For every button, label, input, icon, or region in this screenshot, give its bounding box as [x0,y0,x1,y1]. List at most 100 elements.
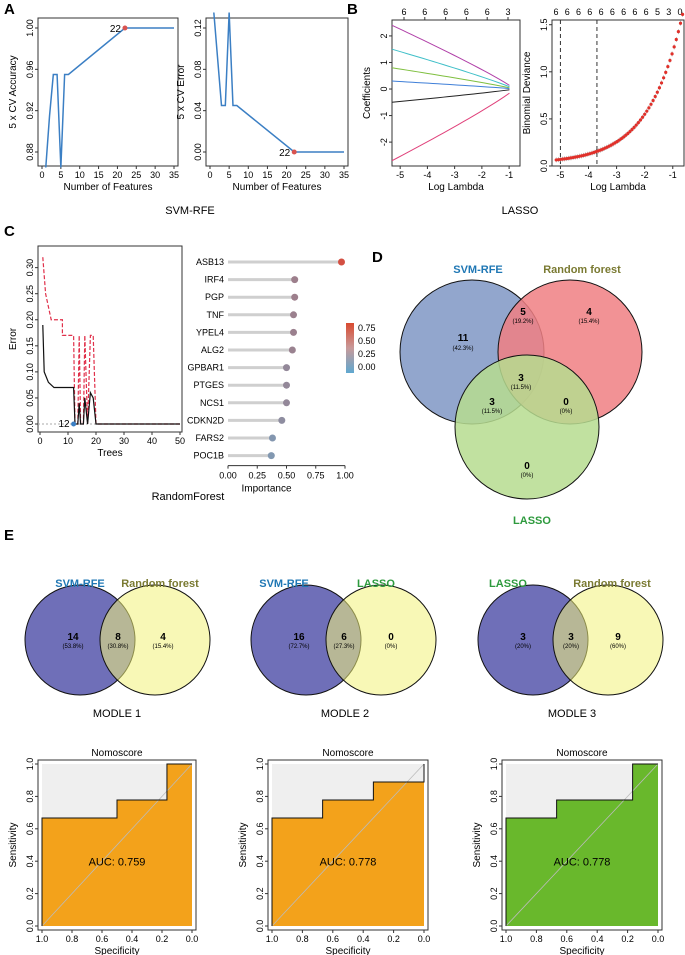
importance-dot [283,381,290,389]
x-tick-label: 0.6 [561,934,574,944]
x-tick-label: 0.00 [219,471,237,481]
top-tick-label: 6 [632,7,637,17]
y-axis-label: Sensitivity [8,822,19,867]
venn-label-left: SVM-RFE [259,578,309,590]
y-tick-label: 0.25 [25,285,35,303]
importance-color-legend [346,323,354,373]
importance-dot [291,276,299,284]
feature-label: CDKN2D [187,415,225,425]
svm-error-plot: 0 5 10 15 20 25 30 35 0.00 0.04 0.08 0.12 Number of … [176,12,349,193]
panel-label-e: E [4,527,14,544]
x-tick-label: 0 [207,170,212,180]
venn-pct: (0%) [385,644,398,650]
x-tick-label: -1 [669,170,677,180]
panel-label-b: B [347,1,358,18]
optimal-point [291,149,297,155]
venn-pct: (53.8%) [62,644,83,650]
y-tick-label: 0.0 [489,920,499,933]
top-tick-label: 6 [587,7,592,17]
x-axis-label: Log Lambda [590,182,646,193]
y-tick-label: 0.2 [489,887,499,900]
x-tick-label: -1 [505,170,513,180]
venn-pct: (19.2%) [512,319,533,325]
venn-count: 3 [518,373,524,384]
deviance-point [653,94,657,99]
y-axis-label: 5 x CV Error [176,64,187,120]
feature-label: PTGES [193,380,224,390]
feature-label: NCS1 [200,398,224,408]
feature-label: YPEL4 [196,327,224,337]
x-tick-label: -5 [556,170,564,180]
x-tick-label: 0.8 [296,934,309,944]
feature-label: FARS2 [195,433,224,443]
venn-count: 3 [520,632,526,643]
deviance-point [655,90,659,94]
feature-label: ASB13 [196,257,224,267]
deviance-point [628,129,632,134]
coefficient-path [391,92,510,162]
deviance-point [657,86,662,90]
auc-label: AUC: 0.778 [320,856,377,868]
top-tick-label: 0 [677,7,682,17]
y-tick-label: 0.0 [255,920,265,933]
x-tick-label: 0.0 [418,934,431,944]
venn-label-right: Random forest [121,578,199,590]
y-tick-label: 0.10 [25,363,35,381]
y-axis-label: Binomial Deviance [522,51,533,134]
roc-plot-2: 1.0 0.8 0.6 0.4 0.2 0.0 0.0 0.2 0.4 0.6 0.8 1.0 Spec… [238,748,430,955]
x-tick-label: 0.2 [387,934,400,944]
top-tick-label: 6 [422,7,427,17]
venn-circle-right [552,584,664,696]
panel-label-c: C [4,223,15,240]
venn-pct: (42.3%) [452,346,473,352]
x-axis-label: Trees [97,448,122,459]
x-tick-label: -2 [478,170,486,180]
deviance-point [626,131,630,136]
x-tick-label: -5 [396,170,404,180]
coefficient-path [391,89,510,103]
importance-dot [290,311,298,319]
y-tick-label: 0.4 [255,855,265,868]
y-tick-label: 0.0 [25,920,35,933]
x-tick-label: 20 [91,436,101,446]
plot-frame [37,759,197,931]
y-axis-label: Coefficients [362,67,373,119]
optimal-point [71,421,77,427]
top-tick-label: 6 [553,7,558,17]
y-tick-label: 0.4 [25,855,35,868]
deviance-point [666,64,670,69]
roc-title: Nomoscore [322,748,374,759]
x-tick-label: 5 [227,170,232,180]
y-tick-label: 0.92 [25,102,35,120]
y-tick-label: 1.0 [539,66,549,79]
y-tick-label: 1.0 [25,758,35,771]
x-tick-label: 25 [131,170,141,180]
y-tick-label: 0.0 [539,160,549,173]
y-tick-label: 0.6 [25,823,35,836]
roc-plot-1: 1.0 0.8 0.6 0.4 0.2 0.0 0.0 0.2 0.4 0.6 0.8 1.0 Spec… [8,748,198,955]
venn-circle-right [99,584,211,696]
top-tick-label: 6 [443,7,448,17]
x-tick-label: 25 [301,170,311,180]
model-title: MODLE 2 [321,708,369,720]
deviance-point [674,37,678,42]
model-title: MODLE 3 [548,708,596,720]
venn-label-lasso: LASSO [513,515,551,527]
deviance-point [676,30,680,34]
venn-pct: (15.4%) [152,644,173,650]
venn-count: 6 [341,632,347,643]
plot-frame [551,19,685,167]
deviance-point [664,70,668,74]
y-tick-label: 0.15 [25,337,35,355]
deviance-point [678,21,683,25]
legend-tick-label: 0.25 [358,349,376,359]
importance-dot [283,364,290,372]
caption-lasso: LASSO [502,205,539,217]
importance-dot [283,399,290,407]
y-tick-label: 0.4 [489,855,499,868]
top-tick-label: 6 [485,7,490,17]
venn-circle-right [325,584,437,696]
y-tick-label: 0.2 [25,887,35,900]
x-tick-label: 0.0 [186,934,199,944]
